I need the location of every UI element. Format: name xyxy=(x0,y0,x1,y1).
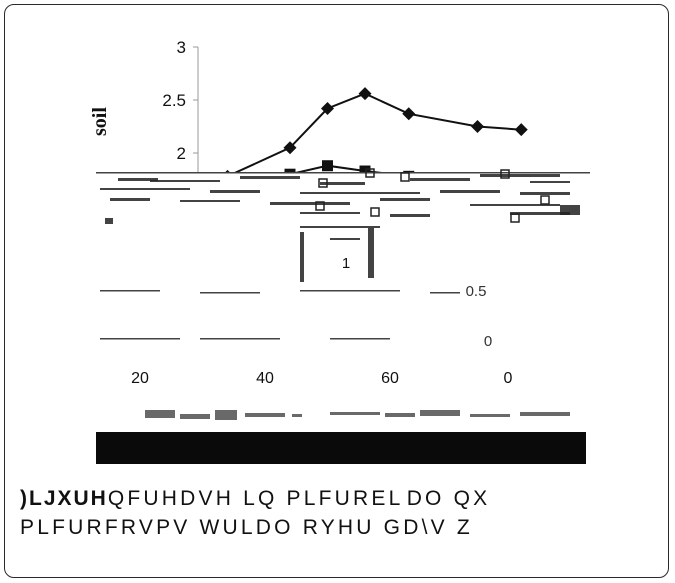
glitch-fragment xyxy=(100,338,180,340)
diamond-point xyxy=(359,87,372,100)
glitch-fragment xyxy=(330,338,390,340)
line-chart: 3 2.5 2 soil 1 0.5 0 20 40 60 0 xyxy=(0,0,675,470)
y-tick-label: 2 xyxy=(177,144,186,163)
garbled-title-fragment xyxy=(180,414,210,419)
x-tick-label: 0 xyxy=(504,370,513,387)
glitch-fragment xyxy=(410,178,470,181)
glitch-fragment xyxy=(105,218,113,224)
diamond-point xyxy=(471,120,484,133)
caption-text-1: QFUHDVH LQ PLFURELDO QX xyxy=(108,487,491,510)
diamond-point xyxy=(515,123,528,136)
glitch-fragment xyxy=(300,226,380,228)
garbled-title-fragment xyxy=(330,412,380,415)
garbled-title-fragment xyxy=(292,414,302,417)
glitch-fragment xyxy=(390,214,430,217)
glitch-mask xyxy=(96,172,586,412)
glitch-fragment xyxy=(300,290,400,292)
x-tick-label: 40 xyxy=(256,370,274,387)
glitch-fragment xyxy=(530,181,570,183)
glitch-fragment xyxy=(368,228,374,278)
garbled-title-fragment xyxy=(385,413,415,417)
glitch-fragment xyxy=(100,188,190,190)
inner-label: 1 xyxy=(342,255,350,272)
glitch-fragment xyxy=(380,198,430,201)
glitch-fragment xyxy=(300,192,420,194)
garbled-title-fragment xyxy=(470,414,510,417)
glitch-fragment xyxy=(560,205,580,215)
glitch-fragment xyxy=(96,172,590,174)
glitch-fragment xyxy=(180,200,240,202)
lower-tick-label: 0 xyxy=(484,333,492,350)
glitch-fragment xyxy=(300,232,304,282)
glitch-fragment xyxy=(150,180,220,182)
glitch-fragment xyxy=(300,212,360,214)
glitch-fragment xyxy=(240,176,300,179)
glitch-fragment xyxy=(520,192,570,195)
caption-lead: )LJXUH xyxy=(20,487,108,510)
glitch-fragment xyxy=(480,174,560,177)
glitch-fragment xyxy=(200,292,260,294)
garbled-title-fragment xyxy=(520,412,570,416)
black-bar xyxy=(96,432,586,464)
series-line xyxy=(165,94,521,180)
x-tick-label: 60 xyxy=(381,370,399,387)
y-tick-label: 2.5 xyxy=(162,91,186,110)
garbled-title-fragment xyxy=(215,410,237,420)
x-tick-label: 20 xyxy=(131,370,149,387)
diamond-point xyxy=(402,107,415,120)
glitch-layer xyxy=(96,169,590,464)
glitch-fragment xyxy=(210,190,260,193)
caption-line-2: PLFURFRVPV WULDO RYHU GD\V Z xyxy=(20,513,670,542)
garbled-title-fragment xyxy=(145,410,175,418)
garbled-title-fragment xyxy=(245,413,285,417)
glitch-fragment xyxy=(100,290,160,292)
caption-line-1: )LJXUHQFUHDVH LQ PLFURELDO QX xyxy=(20,484,670,513)
square-point xyxy=(322,160,333,171)
glitch-fragment xyxy=(270,202,350,205)
glitch-fragment xyxy=(200,338,280,340)
figure-caption: )LJXUHQFUHDVH LQ PLFURELDO QX PLFURFRVP… xyxy=(20,484,670,542)
glitch-fragment xyxy=(110,198,150,201)
glitch-fragment xyxy=(330,238,360,240)
y-axis-title: soil xyxy=(89,107,111,136)
lower-tick-label: 0.5 xyxy=(466,283,487,300)
y-tick-label: 3 xyxy=(177,38,186,57)
garbled-title-fragment xyxy=(420,410,460,416)
glitch-fragment xyxy=(430,292,460,294)
glitch-fragment xyxy=(440,190,500,193)
